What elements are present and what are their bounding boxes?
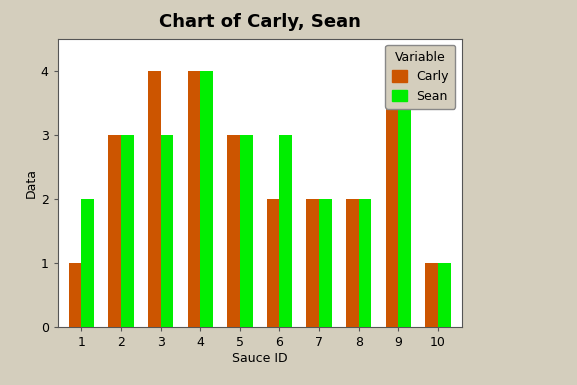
Bar bbox=[346, 199, 359, 327]
Bar bbox=[188, 70, 200, 327]
Bar bbox=[108, 135, 121, 327]
Bar bbox=[160, 135, 173, 327]
Bar bbox=[438, 263, 451, 327]
Legend: Carly, Sean: Carly, Sean bbox=[385, 45, 455, 109]
Bar bbox=[359, 199, 372, 327]
Bar bbox=[279, 135, 292, 327]
Bar bbox=[319, 199, 332, 327]
Bar bbox=[200, 70, 213, 327]
Bar bbox=[385, 70, 398, 327]
Bar bbox=[148, 70, 160, 327]
Bar bbox=[398, 70, 411, 327]
Bar bbox=[240, 135, 253, 327]
Y-axis label: Data: Data bbox=[25, 168, 38, 198]
Bar bbox=[425, 263, 438, 327]
Bar bbox=[69, 263, 81, 327]
Title: Chart of Carly, Sean: Chart of Carly, Sean bbox=[159, 13, 361, 32]
X-axis label: Sauce ID: Sauce ID bbox=[232, 352, 287, 365]
Bar bbox=[306, 199, 319, 327]
Bar bbox=[121, 135, 134, 327]
Bar bbox=[227, 135, 240, 327]
Bar bbox=[81, 199, 94, 327]
Bar bbox=[267, 199, 279, 327]
